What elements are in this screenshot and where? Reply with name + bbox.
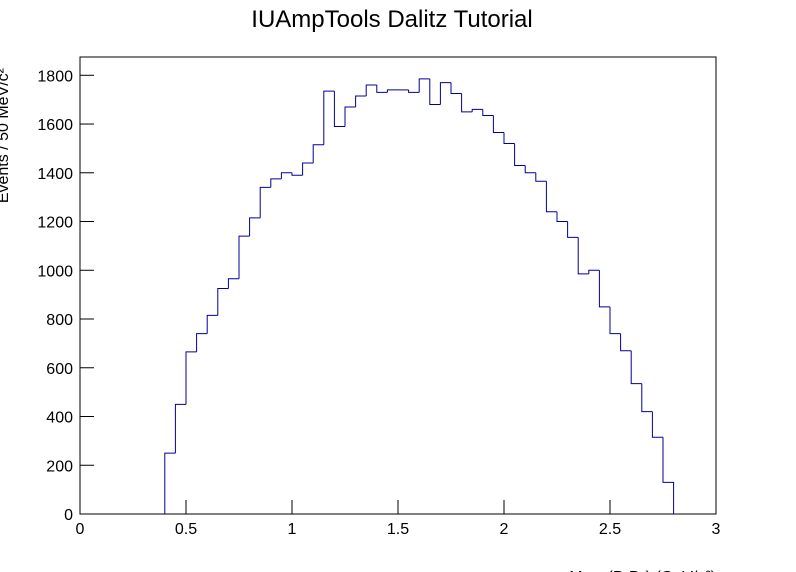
histogram-bin bbox=[598, 270, 610, 308]
histogram-bin bbox=[482, 109, 494, 116]
y-tick-label: 1600 bbox=[37, 117, 73, 134]
histogram-bin bbox=[302, 162, 314, 176]
histogram-bin bbox=[450, 82, 462, 95]
histogram-bin bbox=[567, 221, 579, 238]
histogram-bin bbox=[376, 85, 388, 93]
histogram-bin bbox=[365, 84, 377, 96]
y-tick-label: 400 bbox=[46, 410, 73, 427]
histogram-bin bbox=[312, 144, 324, 164]
y-tick-label: 600 bbox=[46, 361, 73, 378]
histogram-bin bbox=[323, 90, 335, 145]
x-tick-label: 0 bbox=[76, 521, 85, 538]
histogram-bin bbox=[641, 383, 653, 413]
histogram-bin bbox=[227, 278, 239, 289]
x-tick-label: 2.5 bbox=[599, 521, 621, 538]
y-tick-label: 1400 bbox=[37, 166, 73, 183]
histogram-bin bbox=[514, 143, 526, 166]
histogram-bin bbox=[545, 181, 557, 213]
histogram-bin bbox=[185, 351, 197, 405]
histogram-bin bbox=[386, 89, 398, 93]
x-tick-label: 2 bbox=[500, 521, 509, 538]
histogram-bin bbox=[206, 314, 218, 334]
histogram-bin bbox=[344, 106, 356, 127]
histogram-bin bbox=[217, 288, 229, 316]
histogram-bin bbox=[270, 178, 282, 188]
x-tick-label: 1 bbox=[288, 521, 297, 538]
histogram-bin bbox=[249, 217, 261, 237]
x-tick-label: 3 bbox=[712, 521, 721, 538]
histogram-bin bbox=[630, 350, 642, 385]
histogram-bin bbox=[174, 403, 186, 454]
histogram-bin bbox=[238, 235, 250, 279]
x-tick-label: 0.5 bbox=[175, 521, 197, 538]
histogram-bin bbox=[577, 237, 589, 275]
histogram-bin bbox=[196, 333, 208, 352]
histogram-bin bbox=[355, 95, 367, 107]
x-tick-label: 1.5 bbox=[387, 521, 409, 538]
histogram-bin bbox=[609, 306, 621, 335]
y-tick-label: 800 bbox=[46, 312, 73, 329]
histogram-bin bbox=[588, 269, 600, 274]
histogram-bin bbox=[620, 333, 632, 352]
histogram-bin bbox=[429, 78, 441, 106]
histogram-bin bbox=[461, 93, 473, 113]
histogram-bin bbox=[164, 452, 176, 514]
histogram-bin bbox=[291, 172, 303, 176]
y-tick-label: 200 bbox=[46, 458, 73, 475]
histogram-bin bbox=[662, 437, 675, 514]
y-tick-label: 1200 bbox=[37, 215, 73, 232]
y-tick-label: 1800 bbox=[37, 68, 73, 85]
histogram-bin bbox=[280, 172, 292, 179]
histogram-bin bbox=[418, 78, 430, 93]
histogram-bin bbox=[556, 211, 568, 223]
histogram-bin bbox=[535, 172, 547, 182]
y-tick-label: 0 bbox=[64, 507, 73, 524]
y-tick-label: 1000 bbox=[37, 263, 73, 280]
histogram-bin bbox=[492, 115, 504, 134]
histogram-bin bbox=[524, 165, 536, 174]
x-axis-label: Mass(P₁P₂) (GeV/c²) bbox=[569, 569, 716, 572]
histogram-bin bbox=[439, 82, 451, 105]
chart-title: IUAmpTools Dalitz Tutorial bbox=[251, 6, 532, 33]
histogram-bin bbox=[333, 91, 345, 127]
histogram-bin bbox=[471, 108, 483, 112]
histogram-bin bbox=[259, 186, 271, 218]
histogram-bin bbox=[503, 132, 515, 145]
histogram-bin bbox=[651, 411, 663, 438]
y-axis-label: Events / 50 MeV/c² bbox=[0, 67, 12, 203]
histogram-bin bbox=[408, 89, 420, 93]
